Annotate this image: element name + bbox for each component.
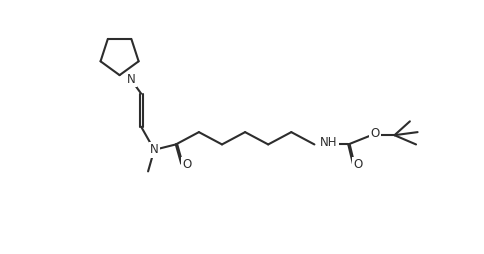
- Text: N: N: [150, 143, 158, 156]
- Text: N: N: [126, 73, 135, 86]
- Text: O: O: [182, 158, 191, 171]
- Text: NH: NH: [319, 136, 337, 149]
- Text: O: O: [370, 127, 379, 140]
- Text: O: O: [353, 158, 362, 171]
